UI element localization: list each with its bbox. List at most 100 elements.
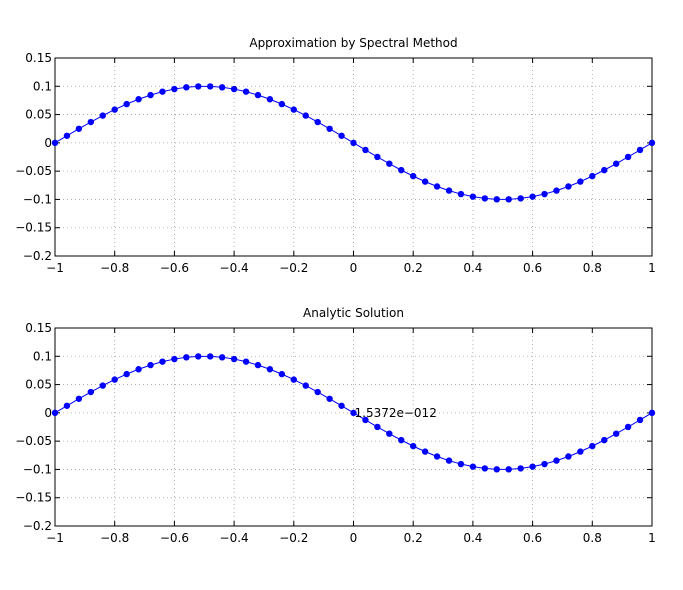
- data-point: [350, 139, 357, 147]
- data-point: [636, 146, 644, 154]
- data-point: [565, 183, 572, 190]
- data-point: [123, 100, 130, 108]
- y-tick-label: −0.05: [15, 164, 52, 178]
- x-tick-label: 0.6: [523, 261, 542, 275]
- x-tick-label: −0.2: [279, 531, 308, 545]
- data-point: [171, 355, 178, 363]
- x-tick-label: −0.8: [100, 531, 129, 545]
- x-tick-label: −0.8: [100, 261, 129, 275]
- x-tick-label: −0.2: [279, 261, 308, 275]
- data-point: [421, 178, 429, 185]
- data-point: [147, 361, 154, 369]
- data-point: [421, 448, 429, 455]
- x-tick-label: 0.4: [463, 261, 482, 275]
- y-tick-label: −0.15: [15, 491, 52, 505]
- data-point: [207, 83, 214, 90]
- data-point: [123, 370, 130, 378]
- data-point: [183, 354, 190, 361]
- data-tip-label: 1.5372e−012: [355, 406, 437, 420]
- data-point: [207, 353, 214, 360]
- data-point: [398, 166, 405, 174]
- data-point: [433, 183, 441, 190]
- data-point: [87, 118, 95, 126]
- data-point: [87, 388, 95, 396]
- x-tick-label: −0.6: [160, 531, 189, 545]
- data-point: [51, 409, 59, 417]
- y-tick-label: 0: [44, 406, 52, 420]
- data-point: [218, 354, 226, 361]
- data-point: [410, 172, 417, 180]
- y-tick-label: 0.15: [25, 321, 52, 335]
- data-point: [314, 388, 321, 396]
- data-point: [278, 370, 286, 378]
- x-tick-label: 0: [350, 531, 358, 545]
- data-point: [505, 466, 512, 473]
- data-point: [242, 88, 250, 95]
- data-point: [51, 139, 59, 147]
- data-point: [529, 463, 536, 470]
- data-point: [135, 366, 142, 373]
- data-point: [302, 382, 309, 389]
- y-tick-label: 0.15: [25, 51, 52, 65]
- data-point: [386, 430, 393, 437]
- data-point: [457, 190, 465, 198]
- data-point: [230, 85, 238, 93]
- data-point: [338, 402, 345, 409]
- data-point: [266, 96, 274, 103]
- data-point: [648, 139, 656, 147]
- x-tick-label: 0.2: [404, 261, 423, 275]
- data-point: [99, 112, 106, 119]
- data-point: [374, 153, 381, 161]
- x-tick-label: −1: [46, 261, 64, 275]
- data-point: [386, 160, 393, 167]
- data-point: [195, 83, 202, 90]
- axes-frame: [54, 57, 653, 257]
- data-point: [445, 457, 453, 464]
- data-point: [302, 112, 309, 119]
- data-point: [493, 466, 500, 473]
- data-point: [601, 436, 608, 444]
- data-point: [481, 465, 489, 472]
- data-point: [254, 91, 262, 99]
- data-point: [326, 395, 333, 402]
- data-point: [577, 448, 584, 455]
- data-point: [648, 409, 656, 417]
- x-tick-label: 1: [648, 531, 656, 545]
- data-point: [183, 84, 190, 91]
- x-tick-label: 0: [350, 261, 358, 275]
- data-point: [75, 395, 83, 402]
- data-point: [195, 353, 202, 360]
- data-point: [469, 463, 477, 470]
- data-point: [445, 187, 453, 194]
- data-point: [242, 358, 250, 365]
- data-point: [589, 442, 596, 450]
- data-point: [278, 100, 286, 108]
- data-point: [410, 442, 417, 450]
- data-point: [326, 125, 333, 132]
- data-point: [290, 376, 297, 383]
- y-tick-label: 0.05: [25, 108, 52, 122]
- data-point: [75, 125, 83, 132]
- x-tick-label: −0.6: [160, 261, 189, 275]
- y-tick-label: −0.05: [15, 434, 52, 448]
- data-point: [541, 460, 548, 468]
- data-point: [433, 453, 441, 460]
- data-point: [481, 195, 489, 202]
- data-point: [314, 118, 321, 126]
- data-point: [565, 453, 572, 460]
- data-point: [624, 153, 632, 161]
- data-point: [624, 423, 632, 431]
- data-point: [517, 195, 524, 202]
- chart-title: Analytic Solution: [303, 306, 404, 320]
- data-point: [111, 376, 118, 383]
- x-tick-label: −0.4: [220, 261, 249, 275]
- chart-title: Approximation by Spectral Method: [249, 36, 457, 50]
- data-point: [350, 409, 357, 417]
- data-point: [541, 190, 548, 198]
- data-point: [553, 187, 560, 194]
- x-tick-label: 0.4: [463, 531, 482, 545]
- y-tick-label: 0.1: [33, 349, 52, 363]
- data-point: [362, 146, 369, 154]
- x-tick-label: 0.2: [404, 531, 423, 545]
- data-point: [266, 366, 274, 373]
